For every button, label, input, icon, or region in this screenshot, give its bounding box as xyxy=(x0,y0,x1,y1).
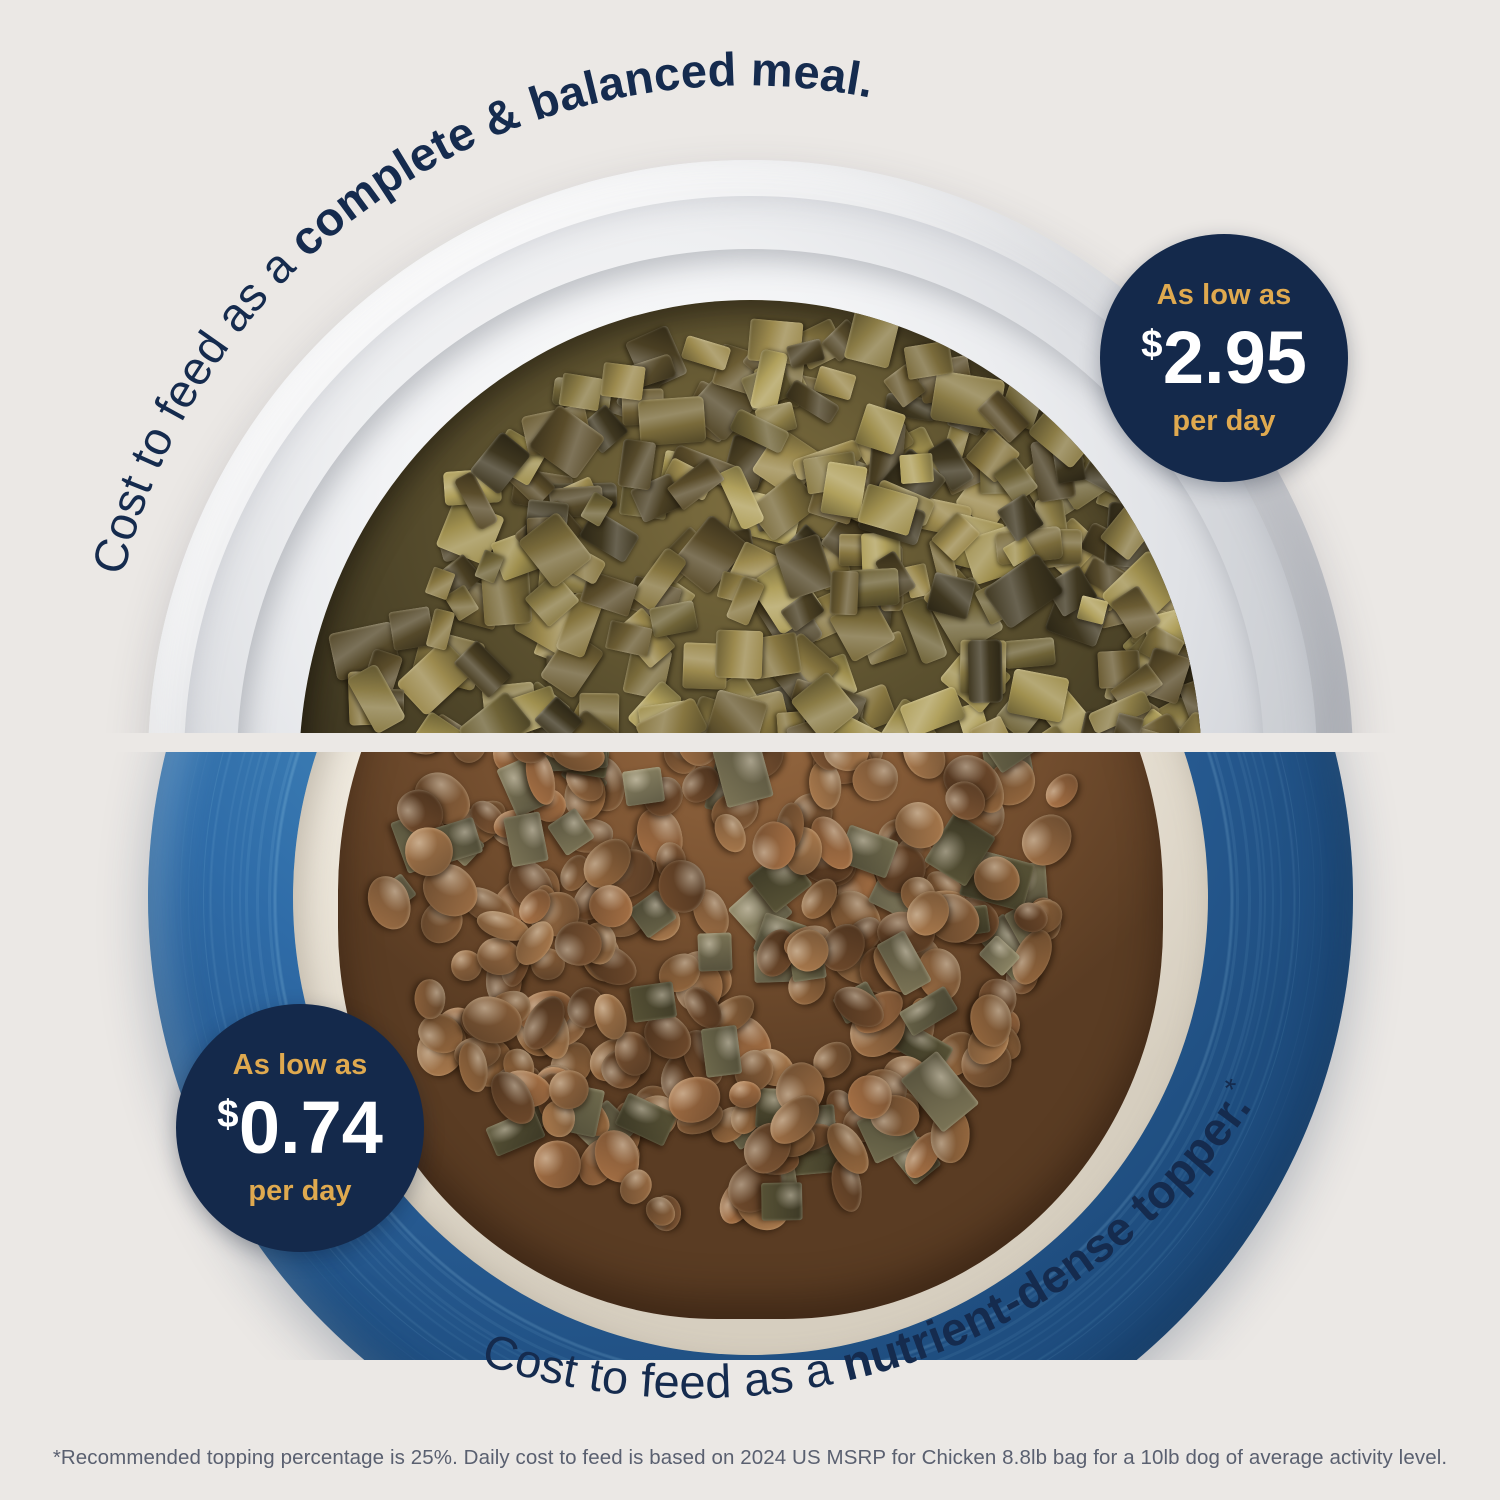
food-piece xyxy=(1003,636,1057,670)
food-piece xyxy=(449,752,489,765)
food-piece xyxy=(898,685,966,733)
currency-symbol: $ xyxy=(1141,322,1163,366)
food-piece xyxy=(1159,538,1194,566)
badge-price: $2.95 xyxy=(1141,315,1307,399)
badge-label-bottom: per day xyxy=(1172,404,1276,437)
price-badge-complete-meal[interactable]: As low as $2.95 per day xyxy=(1100,234,1348,482)
blue-bowl-inner xyxy=(292,752,1209,1356)
food-piece xyxy=(760,1181,803,1221)
food-piece xyxy=(558,372,604,411)
price-amount: 2.95 xyxy=(1162,315,1307,399)
food-piece xyxy=(714,629,763,680)
price-amount: 0.74 xyxy=(238,1085,383,1169)
badge-label-top: As low as xyxy=(1156,278,1292,311)
meat-flakes-pile xyxy=(298,300,1203,733)
currency-symbol: $ xyxy=(217,1092,239,1136)
food-piece xyxy=(525,1131,590,1197)
food-piece xyxy=(1038,767,1085,815)
food-piece xyxy=(628,981,678,1023)
food-piece xyxy=(679,334,732,372)
badge-label-top: As low as xyxy=(232,1048,368,1081)
footnote-disclaimer: *Recommended topping percentage is 25%. … xyxy=(52,1446,1448,1469)
food-piece xyxy=(622,766,666,807)
section-divider xyxy=(0,733,1500,752)
food-piece xyxy=(697,932,733,972)
food-piece xyxy=(600,361,647,401)
food-piece xyxy=(829,570,859,616)
price-badge-topper[interactable]: As low as $0.74 per day xyxy=(176,1004,424,1252)
food-piece xyxy=(899,453,935,485)
food-piece xyxy=(700,1024,743,1078)
kibble-with-topper-pile xyxy=(338,752,1163,1319)
food-piece xyxy=(843,309,901,370)
food-piece xyxy=(617,438,657,491)
food-piece xyxy=(637,395,707,446)
food-piece xyxy=(360,869,419,936)
food-piece xyxy=(968,639,1004,703)
badge-label-bottom: per day xyxy=(248,1174,352,1207)
badge-price: $0.74 xyxy=(217,1085,383,1169)
